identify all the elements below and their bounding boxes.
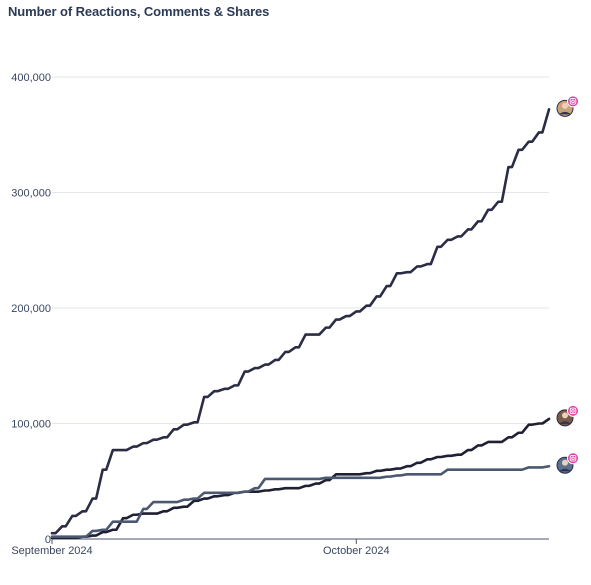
y-tick-label: 100,000 [11, 419, 51, 431]
x-axis: September 2024 October 2024 [11, 538, 549, 557]
y-tick-label: 0 [45, 534, 51, 546]
series-lines [50, 108, 551, 540]
instagram-icon [567, 95, 579, 108]
avatar-shoulders [559, 111, 571, 115]
avatar-face [562, 412, 568, 419]
x-tick-label: October 2024 [323, 545, 390, 557]
avatar-face [562, 459, 568, 466]
y-tick-label: 400,000 [11, 72, 51, 84]
avatar-face [562, 102, 568, 109]
y-tick-label: 200,000 [11, 303, 51, 315]
series-line [50, 417, 551, 540]
chart-title: Number of Reactions, Comments & Shares [8, 4, 270, 19]
y-tick-label: 300,000 [11, 188, 51, 200]
gridlines [52, 76, 549, 424]
instagram-icon [567, 452, 579, 465]
avatar-shoulders [559, 468, 571, 472]
series-end-avatar[interactable] [556, 404, 579, 427]
x-tick-label: September 2024 [11, 545, 92, 557]
y-axis-ticks: 0 100,000 200,000 300,000 400,000 [11, 72, 51, 546]
instagram-icon [567, 404, 579, 417]
series-line [50, 464, 551, 538]
avatar-shoulders [559, 421, 571, 424]
series-end-avatar[interactable] [556, 95, 579, 117]
series-line [50, 108, 551, 535]
series-end-markers [556, 95, 579, 474]
series-end-avatar[interactable] [556, 452, 579, 474]
